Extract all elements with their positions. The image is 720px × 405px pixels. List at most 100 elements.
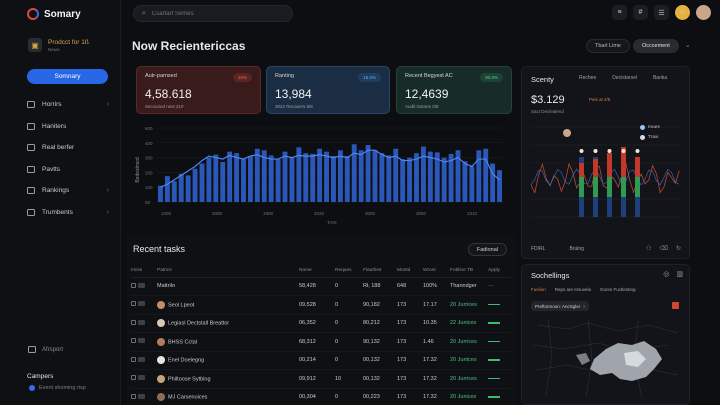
table-row[interactable]: BHSS Cctal 68,312 0 90,132 173 1.46 20 Jurrice… xyxy=(131,332,511,352)
map-tabs: Fuelion Reps are Insuvela Gonm Fuctlenti… xyxy=(531,287,636,292)
scenty-tab-decistarsel[interactable]: Decistarsel xyxy=(612,75,637,81)
cell-apply[interactable]: --- xyxy=(488,277,511,296)
segment-time[interactable]: Tbarl Lime xyxy=(586,39,630,53)
sidebar-item-haniters[interactable]: Haniters xyxy=(27,116,109,138)
kpi-card-ranting[interactable]: Ranting 18.0% 13,984 3022 Recasers 8/8 xyxy=(266,66,390,114)
cell-apply[interactable] xyxy=(488,388,511,405)
row-select[interactable] xyxy=(131,332,157,352)
table-row[interactable]: Enel Doelegng 00,214 0 00,132 173 17.32 20 Jun… xyxy=(131,351,511,370)
delete-icon[interactable]: ▥ xyxy=(676,271,683,278)
sidebar-item-pavtts[interactable]: Pavtts xyxy=(27,159,109,181)
footer-link-brulng[interactable]: Brulng xyxy=(569,246,584,252)
sidebar-item-real-berfer[interactable]: Real berfer xyxy=(27,137,109,159)
campers-event[interactable]: Event shoming risp xyxy=(29,385,86,391)
row-select[interactable] xyxy=(131,277,157,296)
checkbox-icon[interactable] xyxy=(131,375,136,381)
trash-icon[interactable]: ⌫ xyxy=(659,246,668,252)
cell-nome: 00,304 xyxy=(299,388,335,405)
row-select[interactable] xyxy=(131,314,157,333)
x-tick-label: 3000 xyxy=(212,211,223,216)
cell-apply[interactable] xyxy=(488,332,511,352)
row-select[interactable] xyxy=(131,388,157,405)
search-box[interactable]: ⌕ xyxy=(133,5,293,22)
map-tab-gonm[interactable]: Gonm Fuctlenting xyxy=(600,287,636,292)
map-filter-select[interactable]: Preftormoon: AncSgler › xyxy=(531,301,589,311)
user-icon[interactable]: ⚇ xyxy=(646,246,652,252)
checkbox-icon[interactable] xyxy=(131,282,136,288)
col-montd[interactable]: Montd xyxy=(397,265,423,278)
legend-item-inues[interactable]: Inues xyxy=(640,125,660,130)
kpi-card-recent[interactable]: Recent Begyest AC 92.0% 12,4639 Audit Ga… xyxy=(396,66,512,114)
checkbox-icon[interactable] xyxy=(131,338,136,344)
add-task-button[interactable]: Fadional xyxy=(467,243,507,256)
map-tab-reps[interactable]: Reps are Insuvela xyxy=(554,287,592,292)
chart-bar xyxy=(462,161,468,202)
row-name: Seol Lpeot xyxy=(168,302,195,309)
sidebar-item-trumbents[interactable]: Trumbents › xyxy=(27,202,109,224)
chart-bar xyxy=(206,157,212,202)
cell-apply[interactable] xyxy=(488,369,511,389)
row-select[interactable] xyxy=(131,369,157,389)
col-wront[interactable]: Wront xyxy=(423,265,450,278)
col-imiss[interactable]: Imiss xyxy=(131,265,157,278)
chart-bar xyxy=(337,150,343,202)
y-axis-label: Bedestmed xyxy=(135,157,141,183)
profile-avatar[interactable] xyxy=(696,5,711,20)
table-row[interactable]: Legiasl Dectstall Breattor 06,352 0 80,212 1… xyxy=(131,314,511,333)
col-patrics[interactable]: Patrics xyxy=(157,265,299,278)
row-name: Enel Doelegng xyxy=(168,357,205,364)
menu-icon[interactable]: ≡ xyxy=(612,5,627,20)
col-apply[interactable]: Apply xyxy=(488,265,511,278)
hashtag-icon[interactable]: # xyxy=(633,5,648,20)
sidebar-item-rankings[interactable]: Rankings › xyxy=(27,180,109,202)
map-title: Sochellings xyxy=(531,271,570,280)
col-reques[interactable]: Reques xyxy=(335,265,363,278)
app-logo[interactable]: Somary xyxy=(27,8,81,20)
checkbox-icon[interactable] xyxy=(131,301,136,307)
cell-apply[interactable] xyxy=(488,351,511,370)
legend-item-traxi[interactable]: Traxi xyxy=(640,135,660,140)
plane-icon xyxy=(28,346,36,353)
checkbox-icon[interactable] xyxy=(131,356,136,362)
chart-bar xyxy=(289,156,295,202)
summary-button[interactable]: Somnary xyxy=(27,69,108,84)
map-tab-fuelion[interactable]: Fuelion xyxy=(531,287,546,292)
scenty-tab-banka[interactable]: Banka xyxy=(652,75,668,81)
segment-document[interactable]: Occcement xyxy=(632,39,679,53)
kpi-value: 12,4639 xyxy=(405,87,449,101)
cell-apply[interactable] xyxy=(488,295,511,315)
bar-chart-panel: 600 400 300 200 100 50 Bedestmed 1000 3000 1900 20… xyxy=(127,120,515,232)
search-input[interactable] xyxy=(151,10,282,17)
row-avatar xyxy=(157,374,165,383)
col-nome[interactable]: Nome xyxy=(299,265,335,278)
chevron-down-icon[interactable]: ⌄ xyxy=(684,42,691,49)
user-avatar[interactable]: ☺ xyxy=(675,5,690,20)
checkbox-icon[interactable] xyxy=(131,393,136,399)
product-subtitle: Neωs xyxy=(48,46,60,52)
table-row[interactable]: Philtoose Sytbing 09,912 10 00,132 173 17.32 2… xyxy=(131,369,511,389)
checkbox-icon[interactable] xyxy=(131,319,136,325)
table-row[interactable]: Mattrilo 58,428 0 Rł, 188 648 100% Thanndger --… xyxy=(131,277,511,296)
row-avatar xyxy=(157,319,165,328)
row-select[interactable] xyxy=(131,351,157,370)
chart-bar xyxy=(296,147,302,202)
footer-link-fdrl[interactable]: FD/RL xyxy=(531,246,546,252)
row-select[interactable] xyxy=(131,295,157,315)
scenty-tab-rechee[interactable]: Rechee xyxy=(579,75,597,81)
col-flauthes[interactable]: Flauthes xyxy=(363,265,397,278)
cell-montd: 173 xyxy=(397,314,423,333)
chart-bar xyxy=(164,176,170,202)
refresh-icon[interactable]: ↻ xyxy=(675,246,681,252)
list-icon[interactable]: ☰ xyxy=(654,5,669,20)
product-switcher[interactable]: ▣ Prodcct for 1ß Neωs xyxy=(28,38,89,52)
kpi-card-auth[interactable]: Autr-parnsed 10% 4,58.618 Seccuried nest… xyxy=(136,66,261,114)
map-marker-icon[interactable] xyxy=(672,302,679,309)
globe-icon[interactable]: ◎ xyxy=(663,271,670,278)
table-row[interactable]: Seol Lpeot 09,528 0 90,182 173 17.17 20 Jurric… xyxy=(131,295,511,315)
cell-apply[interactable] xyxy=(488,314,511,333)
sidebar-item-horrirs[interactable]: Horrirs › xyxy=(27,94,109,116)
sidebar-item-airport[interactable]: Afrsport xyxy=(28,346,63,353)
col-fobline[interactable]: Fobline TB xyxy=(450,265,488,278)
region-map[interactable] xyxy=(528,315,684,401)
table-row[interactable]: MJ Carsenoices 00,304 0 00,223 173 17.32 20 Ju… xyxy=(131,388,511,405)
